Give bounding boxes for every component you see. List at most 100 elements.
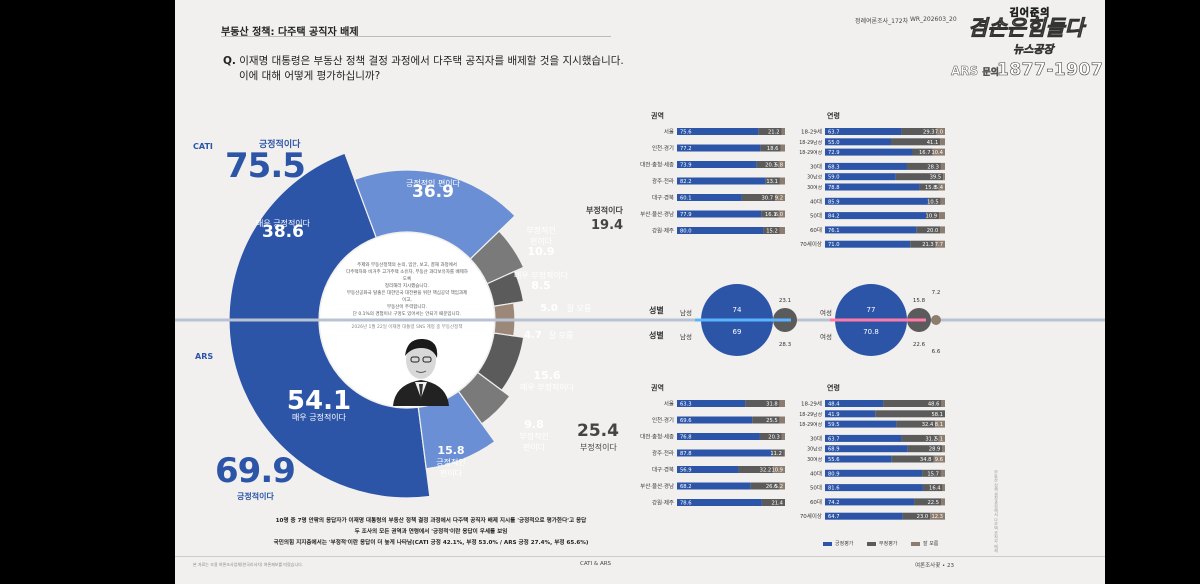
survey-number: 정례여론조사_172차 xyxy=(855,18,909,25)
president-portrait xyxy=(393,338,449,406)
ars-region-label-4: 대구·경북 xyxy=(652,466,674,474)
cati-positive-label: 긍정적이다 xyxy=(259,140,301,150)
ars-age-bar-8-0 xyxy=(825,498,915,506)
cati-region-bar-1-2 xyxy=(780,144,785,152)
female-label-cati: 여성 xyxy=(820,309,832,317)
cati-region-val-4-1: 30.7 xyxy=(762,196,774,202)
female-ars-unk xyxy=(931,320,941,325)
ars-age-bar-7-1 xyxy=(922,484,943,492)
ars-slice-label-1-1: 긍정적인 xyxy=(436,457,465,467)
female-cati-unk xyxy=(931,315,941,320)
ars-age-bar-2-1 xyxy=(896,420,936,428)
cati-age-val-8-0: 76.1 xyxy=(828,228,840,234)
ars-age-bar-9-0 xyxy=(825,512,903,520)
ars-age-bar-2-2 xyxy=(935,420,945,428)
cati-region-val-1-1: 18.6 xyxy=(767,146,779,152)
ars-slice-2 xyxy=(457,371,511,425)
ars-positive-label: 긍정적이다 xyxy=(237,492,274,501)
ars-region-bar-1-1 xyxy=(752,416,780,424)
ars-slice-label-1-0: 15.8 xyxy=(437,444,464,457)
ars-age-val-2-2: 8.1 xyxy=(935,422,943,428)
legend-negative-swatch xyxy=(867,541,876,546)
ars-age-val-0-1: 48.6 xyxy=(928,402,940,408)
cati-age-val-1-1: 41.1 xyxy=(927,140,939,146)
cati-slice-label-3-0: 매우 부정적이다 xyxy=(514,270,569,280)
ars-age-val-8-0: 74.2 xyxy=(828,500,840,506)
cati-age-label-0: 18-29세 xyxy=(801,128,822,136)
ars-age-bar-3-0 xyxy=(825,434,902,442)
ars-slice-1 xyxy=(417,390,496,470)
ars-slice-label-2-2: 편이다 xyxy=(523,442,546,452)
cati-age-label-7: 50대 xyxy=(810,212,822,220)
legend-positive: 긍정평가 xyxy=(823,541,853,547)
cati-age-bar-8-1 xyxy=(916,226,941,234)
cati-slice-label-2-1: 편이다 xyxy=(530,236,553,246)
ars-region-val-2-1: 20.3 xyxy=(768,435,780,441)
ars-age-val-2-0: 59.5 xyxy=(828,422,840,428)
ars-region-val-4-1: 32.2 xyxy=(760,468,772,474)
ars-region-bar-2-2 xyxy=(781,433,785,440)
ars-slice-label-3-0: 15.6 xyxy=(533,369,560,382)
gender-title-ars: 성별 xyxy=(649,331,664,340)
cati-age-val-9-1: 21.3 xyxy=(922,242,934,248)
cati-slice-4 xyxy=(493,302,516,321)
cati-label: CATI xyxy=(193,142,213,151)
cati-region-val-3-1: 13.1 xyxy=(766,179,778,185)
cati-age-bar-7-2 xyxy=(939,212,945,220)
cati-slice-1 xyxy=(353,169,516,260)
ars-age-bar-0-1 xyxy=(883,400,942,407)
ars-age-val-5-1: 34.8 xyxy=(920,457,932,463)
cati-region-bar-6-2 xyxy=(779,227,785,234)
male-ars-neg xyxy=(773,320,797,332)
ars-age-bar-9-2 xyxy=(930,512,945,520)
cati-age-bar-3-2 xyxy=(940,162,945,170)
cati-region-bar-0-1 xyxy=(758,128,782,135)
cati-age-label-2: 18-29여성 xyxy=(799,149,822,156)
ars-region-label-3: 광주·전라 xyxy=(652,449,674,457)
legend-positive-swatch xyxy=(823,541,832,546)
report-page: 부동산 정책: 다주택 공직자 배제 정례여론조사_172차 WR_202603… xyxy=(175,0,1105,584)
ars-age-bar-6-1 xyxy=(922,469,941,477)
cati-slice-label-0-1: 38.6 xyxy=(262,222,304,242)
ars-region-bar-3-1 xyxy=(771,449,784,457)
ars-age-val-9-2: 12.3 xyxy=(931,514,943,520)
ars-age-bar-1-0 xyxy=(825,410,876,418)
cati-age-val-0-1: 29.3 xyxy=(923,130,935,136)
cati-age-bar-9-0 xyxy=(825,240,911,248)
cati-region-label-4: 대구·경북 xyxy=(652,194,674,202)
ars-age-val-9-0: 64.7 xyxy=(828,514,840,520)
ars-age-bar-5-0 xyxy=(825,455,892,463)
ars-age-label-2: 18-29여성 xyxy=(799,421,822,428)
breakdown-bars: 서울 75.6 21.2인천·경기 77.2 18.6대전·충청·세종 73.9 20.35… xyxy=(640,128,945,520)
cati-age-bar-4-2 xyxy=(943,173,945,181)
ars-region-bar-6-1 xyxy=(761,499,785,506)
ars-age-val-6-1: 15.7 xyxy=(927,471,939,477)
ars-slice-label-4-1: 잘 모름 xyxy=(549,331,574,340)
ars-slice-label-2-0: 9.8 xyxy=(524,418,544,431)
ars-region-bar-4-2 xyxy=(773,466,785,473)
cati-age-val-2-0: 72.9 xyxy=(828,150,840,156)
ars-age-bar-4-1 xyxy=(907,445,943,453)
ars-slice-label-0-1: 매우 긍정적이다 xyxy=(292,412,347,422)
cati-age-label-9: 70세이상 xyxy=(800,240,822,248)
cati-region-bar-1-0 xyxy=(677,144,761,152)
ars-age-title: 연령 xyxy=(827,384,840,392)
ars-age-val-9-1: 23.0 xyxy=(917,514,929,520)
cati-region-bar-3-1 xyxy=(765,177,780,185)
cati-age-bar-2-2 xyxy=(932,148,945,156)
ars-region-val-5-0: 68.2 xyxy=(680,484,692,490)
legend: 긍정평가 부정평가 잘 모름 xyxy=(823,540,938,547)
ars-region-val-5-1: 26.6 xyxy=(766,484,778,490)
cati-region-label-1: 인천·경기 xyxy=(652,144,674,152)
ars-region-val-1-1: 25.5 xyxy=(766,418,778,424)
footer-note: 본 자료는 조용 여론조사업체(한국리서치) 여론제보를 따랐습니다. xyxy=(193,562,304,567)
ars-age-label-1: 18-29남성 xyxy=(799,411,822,418)
ars-region-title: 권역 xyxy=(651,384,664,392)
ars-age-label-7: 50대 xyxy=(810,484,822,492)
cati-age-bar-9-2 xyxy=(935,240,945,248)
ars-region-bar-5-1 xyxy=(750,482,780,490)
ars-age-bar-5-2 xyxy=(933,455,945,463)
female-ars-neg xyxy=(907,320,931,332)
